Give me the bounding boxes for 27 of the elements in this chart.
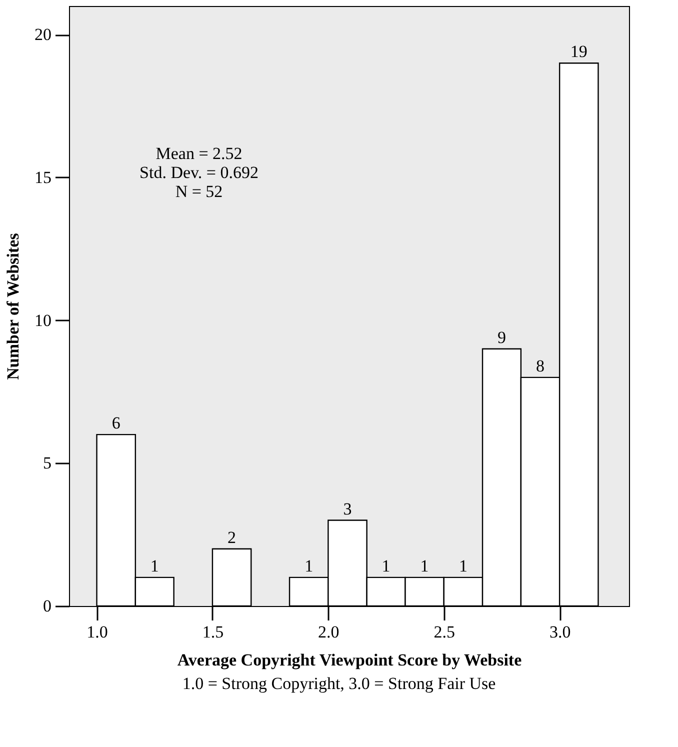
y-axis-title: Number of Websites — [4, 232, 22, 380]
data-label: 3 — [343, 499, 352, 518]
data-label: 1 — [382, 556, 390, 576]
x-tick-label: 1.0 — [86, 622, 108, 642]
annotation: Std. Dev. = 0.692 — [140, 163, 258, 182]
data-label: 19 — [570, 42, 588, 62]
x-axis-title: Average Copyright Viewpoint Score by Website — [177, 650, 522, 670]
y-tick-label: 15 — [34, 168, 52, 187]
y-tick-label: 0 — [43, 596, 52, 616]
annotation: N = 52 — [175, 182, 223, 201]
y-tick-label: 5 — [43, 454, 52, 473]
data-label: 8 — [536, 356, 545, 376]
x-tick-label: 2.5 — [434, 622, 455, 642]
y-tick-label: 20 — [34, 25, 52, 44]
data-label: 6 — [112, 414, 120, 433]
data-label: 1 — [458, 556, 468, 576]
y-tick-label: 10 — [34, 310, 52, 330]
data-label: 1 — [304, 556, 314, 576]
annotation: Mean = 2.52 — [156, 144, 242, 163]
data-label: 2 — [228, 528, 236, 547]
data-label: 1 — [420, 556, 429, 576]
data-label: 1 — [150, 556, 159, 576]
text: 1.0 = Strong Copyright, 3.0 = Strong Fair Use — [181, 674, 497, 694]
x-tick-label: 3.0 — [549, 622, 571, 642]
data-label: 9 — [497, 328, 506, 347]
x-tick-label: 2.0 — [318, 622, 340, 642]
x-tick-label: 1.5 — [202, 622, 224, 642]
